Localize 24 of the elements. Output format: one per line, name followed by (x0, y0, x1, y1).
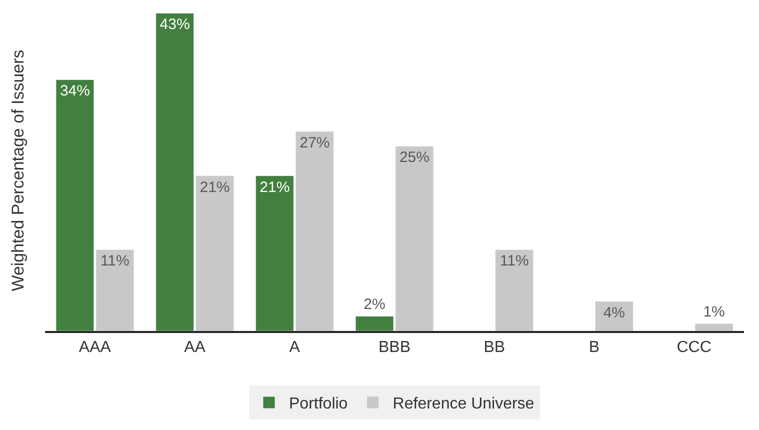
x-tick-label: BBB (378, 339, 411, 356)
x-tick-label: BB (484, 339, 506, 356)
data-label: 1% (703, 304, 725, 321)
x-tick-label: B (588, 339, 600, 356)
bar (694, 323, 734, 331)
data-label: 21% (200, 178, 230, 196)
data-label: 34% (60, 82, 90, 100)
x-tick-label: CCC (676, 339, 712, 356)
x-tick-label: A (289, 339, 300, 356)
bar (495, 249, 534, 331)
x-tick-label: AA (184, 339, 206, 356)
data-label: 27% (300, 134, 330, 152)
y-axis-title: Weighted Percentage of Issuers (8, 50, 28, 292)
legend-label: Portfolio (289, 396, 348, 413)
legend-label: Reference Universe (392, 396, 534, 413)
data-label: 25% (399, 149, 430, 166)
data-label: 11% (500, 252, 529, 270)
data-label: 43% (160, 16, 190, 34)
x-tick-label: AAA (78, 339, 112, 356)
data-label: 11% (100, 252, 130, 270)
bar (594, 301, 634, 331)
data-label: 21% (260, 178, 290, 196)
data-label: 2% (364, 296, 386, 314)
data-label: 4% (603, 304, 626, 322)
